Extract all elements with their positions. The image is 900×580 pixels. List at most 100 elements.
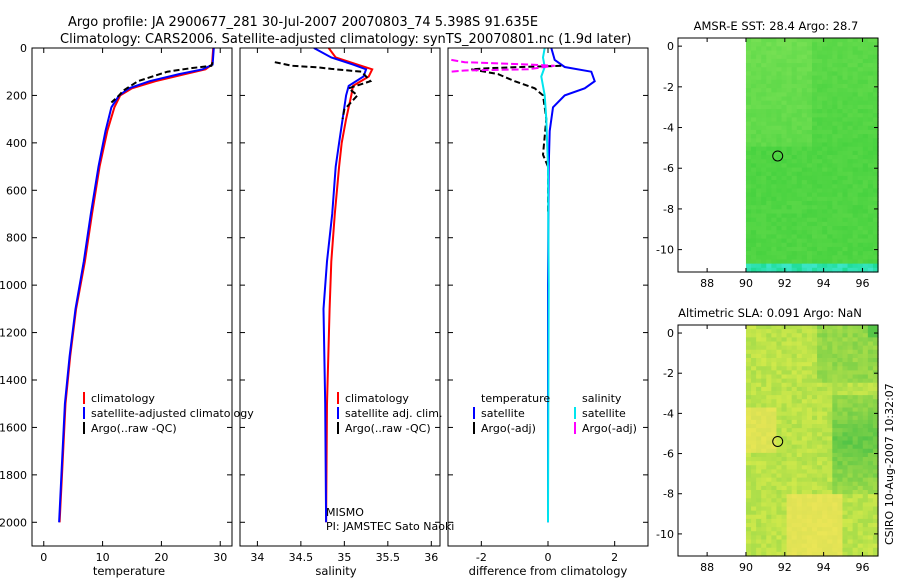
map-cell [842,477,849,483]
map-cell [796,209,803,215]
map-cell [857,63,864,68]
map-cell [867,104,874,110]
map-cell [847,469,854,475]
map-cell [842,209,849,215]
map-cell [857,58,864,64]
map-cell [771,83,778,89]
map-cell [862,448,869,454]
map-cell [842,428,849,433]
map-cell [852,230,859,235]
map-cell [801,428,808,433]
map-cell [806,121,813,127]
map-cell [751,188,757,194]
map-cell [801,378,808,384]
map-cell [822,79,828,85]
map-cell [806,337,813,343]
map-cell [771,358,778,363]
map-cell [796,113,803,118]
map-cell [837,230,844,235]
map-cell [745,38,752,43]
map-cell [761,386,767,392]
map-cell [822,341,828,347]
map-cell [766,531,772,536]
map-cell [811,259,818,265]
map-cell [867,159,874,164]
map-cell [751,88,757,93]
map-cell [852,184,859,190]
map-cell [751,109,757,114]
y-tick-label: 1600 [0,421,27,434]
map-cell [847,38,854,43]
map-cell [766,341,772,347]
map-cell [756,217,762,223]
map-cell [852,440,859,446]
map-cell [872,510,879,516]
map-cell [786,539,793,545]
map-cell [791,395,798,400]
map-cell [827,535,833,541]
map-cell [761,54,767,60]
map-cell [781,142,788,148]
map-cell [811,221,818,227]
y-tick-label: 0 [667,40,674,53]
map-cell [766,167,772,173]
map-cell [761,117,767,123]
map-cell [745,238,752,244]
map-cell [811,481,818,487]
map-cell [822,263,828,269]
map-cell [756,362,762,367]
map-cell [822,234,828,240]
map-cell [852,539,859,545]
map-cell [837,415,844,421]
map-cell [776,506,783,512]
map-cell [867,473,874,479]
map-cell [872,155,879,160]
map-cell [786,494,793,499]
legend-label: satellite adj. clim. [345,407,442,420]
map-cell [771,506,778,512]
map-cell [817,333,823,338]
map-cell [786,362,793,367]
map-cell [847,461,854,466]
map-cell [872,428,879,433]
map-cell [751,436,757,442]
map-cell [806,63,813,68]
map-cell [766,325,772,330]
map-cell [872,242,879,248]
map-cell [781,117,788,123]
map-cell [862,345,869,351]
map-cell [832,255,838,261]
map-cell [847,337,854,343]
map-cell [751,518,757,524]
temperature-xlabel: temperature [93,564,165,578]
map-cell [811,523,818,528]
map-cell [822,370,828,376]
map-cell [827,242,833,248]
map-cell [827,514,833,520]
map-cell [827,424,833,429]
map-cell [867,358,874,363]
map-cell [801,251,808,256]
map-cell [867,125,874,131]
map-cell [776,192,783,198]
map-cell [867,353,874,359]
map-cell [791,259,798,265]
map-cell [796,547,803,553]
map-cell [781,329,788,334]
map-cell [847,113,854,118]
map-cell [801,374,808,380]
map-cell [781,75,788,81]
map-cell [776,180,783,185]
map-cell [837,255,844,261]
map-cell [857,502,864,508]
map-cell [771,490,778,495]
map-cell [745,213,752,219]
map-cell [842,494,849,499]
map-cell [801,263,808,269]
map-cell [842,142,849,148]
map-cell [801,255,808,261]
map-cell [776,213,783,219]
map-cell [751,494,757,499]
map-cell [806,502,813,508]
map-cell [761,349,767,355]
